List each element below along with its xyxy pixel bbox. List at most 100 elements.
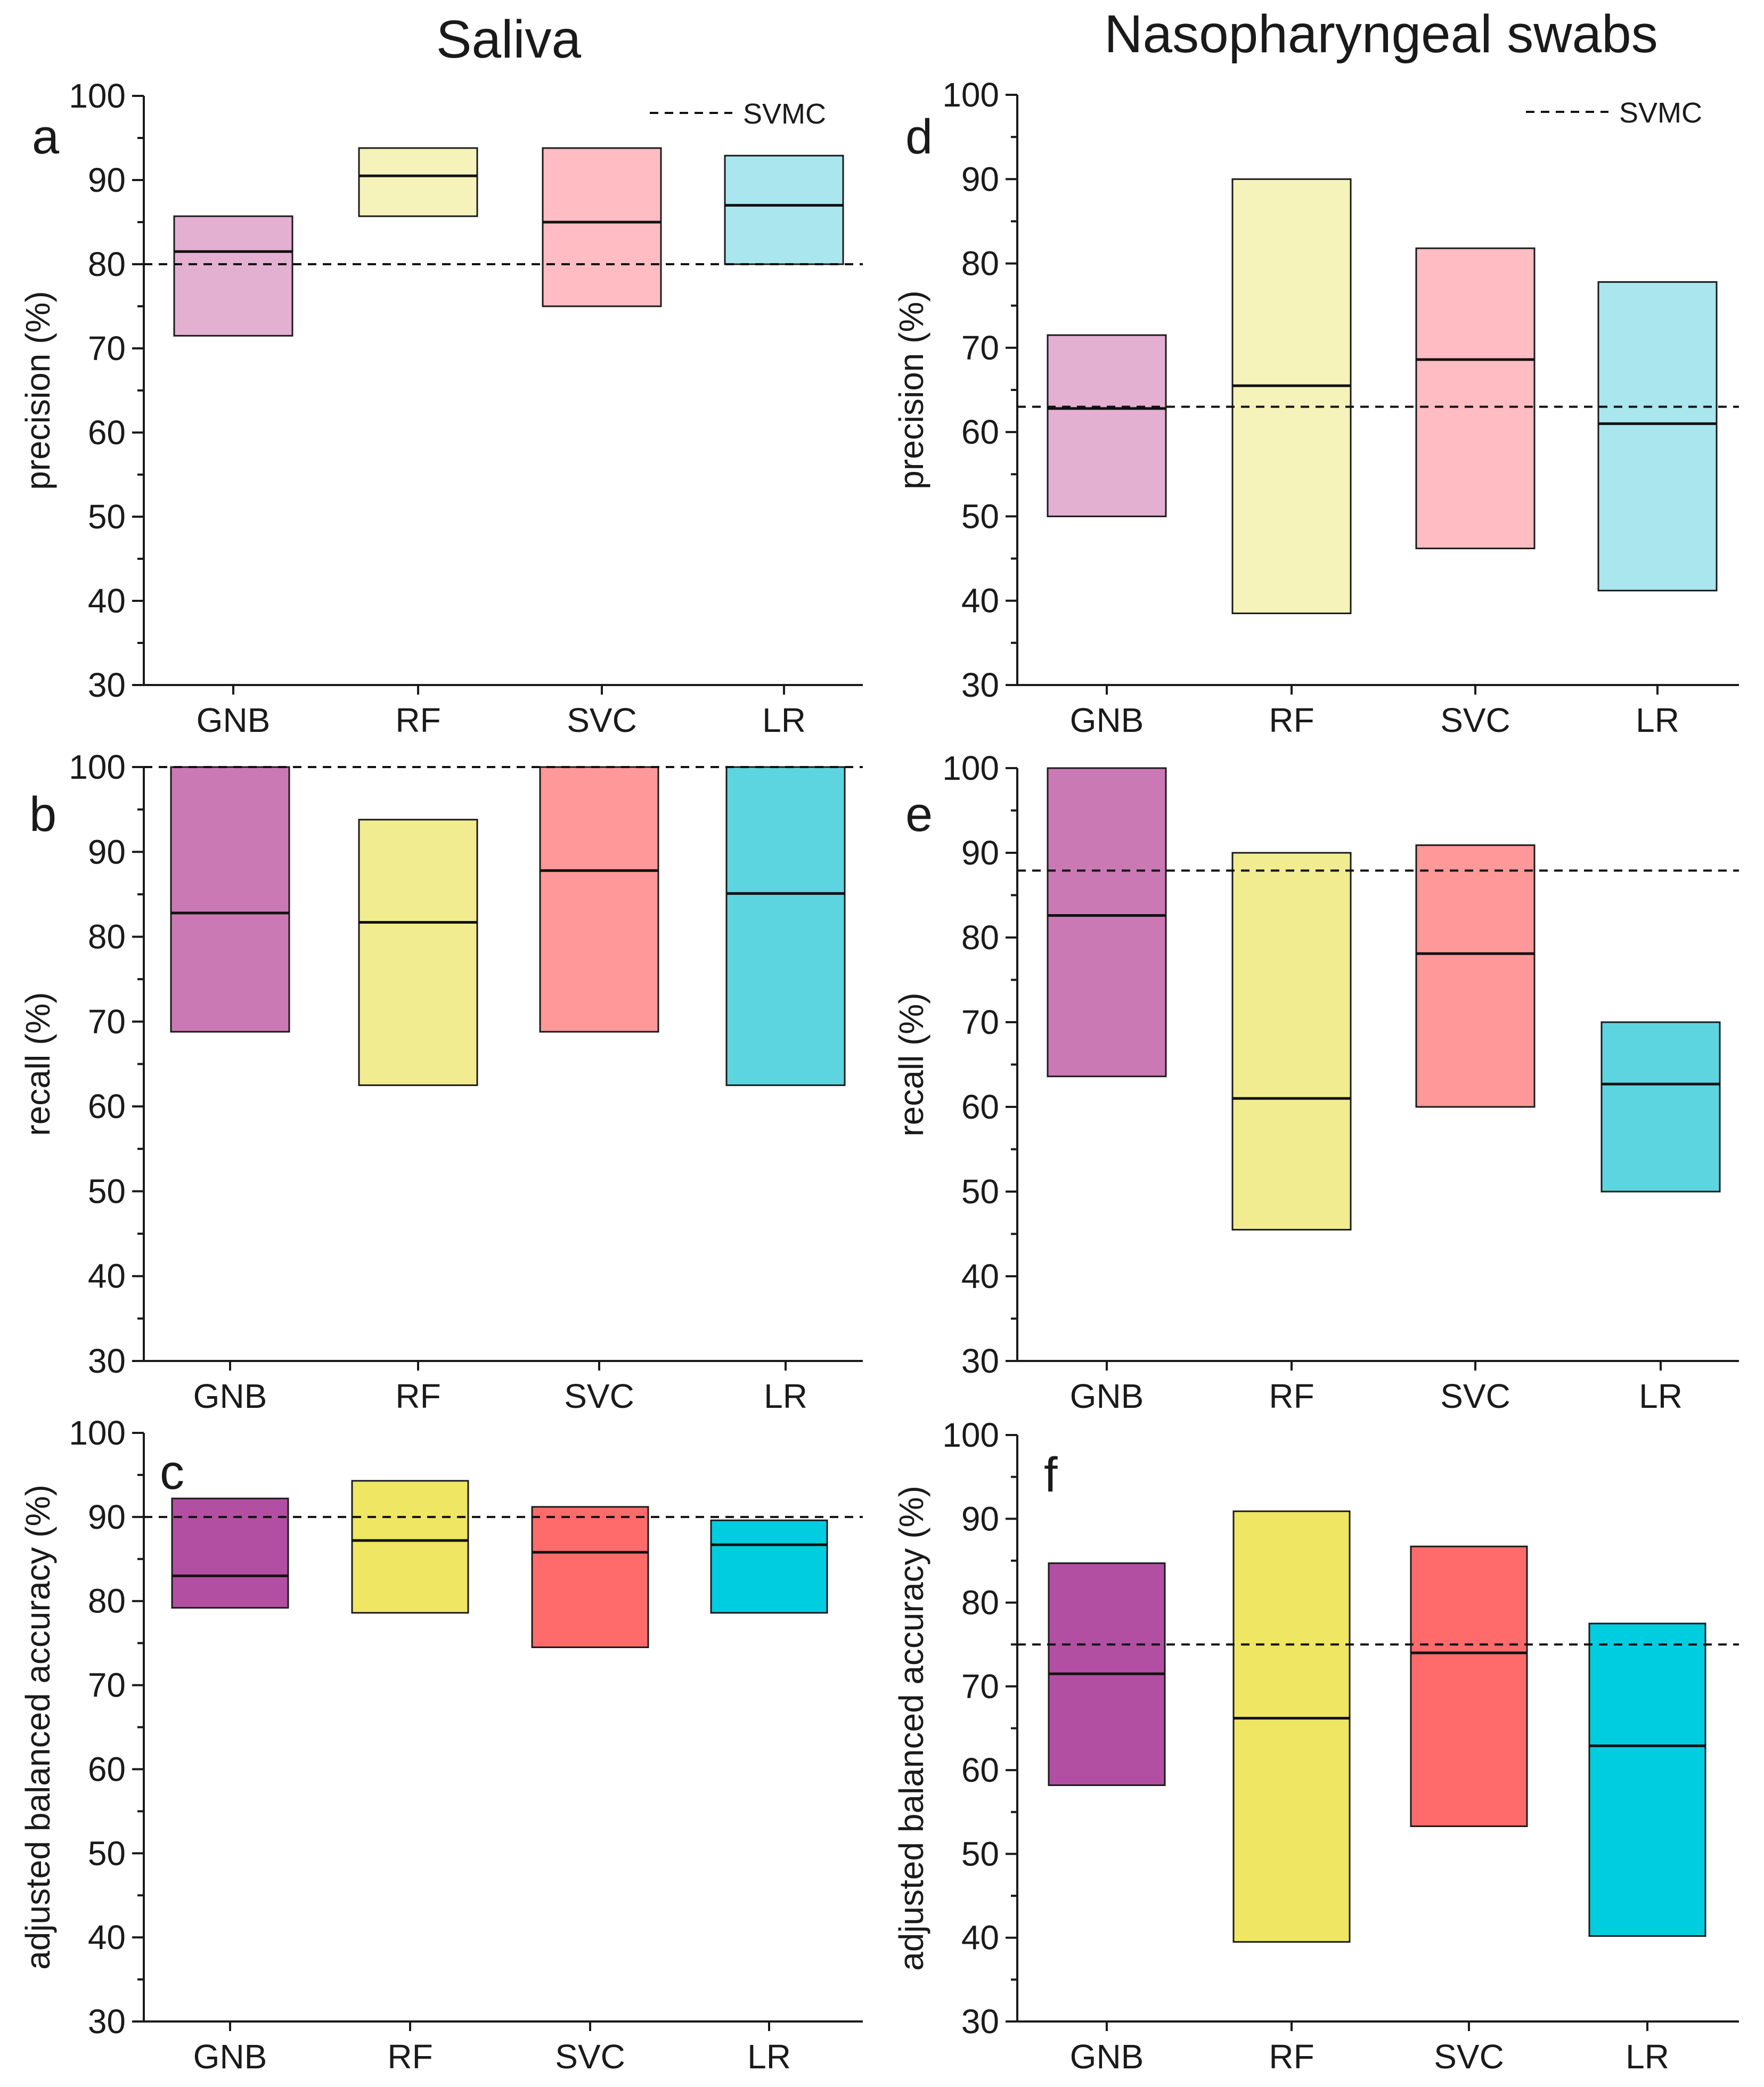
box-d-lr (1597, 281, 1718, 592)
y-tick-label-e: 60 (961, 1088, 999, 1126)
box-c-rf (351, 1480, 469, 1614)
y-tick-label-f: 80 (961, 1584, 999, 1622)
y-tick-label-a: 50 (88, 498, 126, 536)
box-e-lr (1600, 1021, 1721, 1193)
x-tick-label-c-lr: LR (747, 2037, 791, 2076)
x-tick-label-b-lr: LR (764, 1377, 807, 1415)
x-tick-label-d-rf: RF (1269, 701, 1314, 739)
column-title-saliva: Saliva (436, 10, 582, 69)
y-tick-label-d: 70 (961, 329, 999, 367)
y-tick-label-e: 80 (961, 918, 999, 957)
box-e-svc (1415, 844, 1536, 1108)
x-tick-label-d-lr: LR (1636, 701, 1679, 739)
y-tick-label-e: 70 (961, 1003, 999, 1041)
box-a-gnb (173, 215, 293, 337)
x-tick-label-f-gnb: GNB (1070, 2037, 1144, 2076)
y-tick-label-b: 30 (88, 1342, 126, 1380)
y-tick-label-d: 30 (961, 666, 999, 704)
x-tick-label-a-gnb: GNB (197, 701, 271, 739)
y-tick-label-e: 50 (961, 1172, 999, 1211)
x-tick-label-b-gnb: GNB (193, 1377, 267, 1415)
panel-d: d 30 40 50 60 70 80 90 100 precision (%) GNB RF SVC L… (892, 76, 1739, 739)
y-tick-label-a: 40 (88, 582, 126, 620)
panel-f: f 30 40 50 60 70 80 90 100 adjusted balanced accu… (892, 1416, 1739, 2076)
legend-label-a: SVMC (743, 98, 826, 130)
y-axis-label-b: recall (%) (19, 992, 57, 1136)
box-d-svc (1415, 247, 1536, 550)
box-c-svc (531, 1506, 649, 1649)
y-tick-label-d: 80 (961, 244, 999, 283)
y-tick-label-a: 90 (88, 161, 126, 199)
y-tick-label-c: 40 (88, 1918, 126, 1956)
x-tick-label-c-svc: SVC (555, 2037, 625, 2076)
y-tick-label-b: 60 (88, 1087, 126, 1126)
x-tick-label-f-svc: SVC (1434, 2037, 1504, 2076)
y-tick-label-a: 100 (69, 77, 126, 115)
y-tick-label-d: 100 (942, 76, 999, 114)
y-tick-label-c: 30 (88, 2002, 126, 2041)
y-tick-label-d: 60 (961, 413, 999, 451)
y-axis-label-f: adjusted balanced accuracy (%) (892, 1486, 930, 1971)
x-tick-label-f-rf: RF (1269, 2037, 1314, 2076)
y-tick-label-b: 70 (88, 1002, 126, 1041)
y-tick-label-b: 40 (88, 1257, 126, 1295)
box-e-gnb (1047, 767, 1167, 1078)
y-tick-label-c: 80 (88, 1582, 126, 1620)
x-tick-label-b-svc: SVC (564, 1377, 634, 1415)
y-tick-label-c: 90 (88, 1498, 126, 1536)
box-b-svc (539, 766, 659, 1033)
x-tick-label-c-rf: RF (387, 2037, 432, 2076)
box-f-rf (1232, 1510, 1351, 1943)
x-tick-label-a-rf: RF (395, 701, 440, 739)
box-a-svc (542, 147, 662, 307)
x-tick-label-e-gnb: GNB (1070, 1377, 1144, 1415)
y-tick-label-d: 40 (961, 582, 999, 620)
box-c-lr (710, 1519, 828, 1614)
x-tick-label-e-svc: SVC (1440, 1377, 1510, 1415)
y-tick-label-e: 40 (961, 1257, 999, 1295)
y-tick-label-c: 50 (88, 1834, 126, 1872)
panel-c: c 30 40 50 60 70 80 90 100 adjusted balanced accu… (19, 1414, 863, 2076)
y-tick-label-a: 80 (88, 245, 126, 283)
column-title-nasopharyngeal-swabs: Nasopharyngeal swabs (1104, 4, 1658, 64)
y-tick-label-f: 100 (942, 1416, 999, 1454)
y-axis-label-a: precision (%) (19, 291, 57, 490)
panel-e: e 30 40 50 60 70 80 90 100 recall (%) GNB RF SVC LR (892, 749, 1739, 1415)
box-a-rf (358, 147, 478, 217)
y-tick-label-b: 80 (88, 918, 126, 956)
y-tick-label-d: 50 (961, 497, 999, 535)
legend-label-d: SVMC (1619, 97, 1702, 129)
x-tick-label-e-lr: LR (1639, 1377, 1683, 1415)
panel-letter-d: d (905, 110, 933, 164)
box-f-svc (1410, 1545, 1528, 1828)
box-a-lr (724, 154, 844, 265)
y-tick-label-b: 50 (88, 1172, 126, 1210)
y-tick-label-e: 30 (961, 1342, 999, 1380)
panel-letter-f: f (1044, 1448, 1058, 1502)
y-tick-label-e: 100 (942, 749, 999, 787)
box-f-lr (1588, 1623, 1706, 1937)
box-b-lr (725, 766, 846, 1086)
y-tick-label-c: 70 (88, 1666, 126, 1705)
x-tick-label-e-rf: RF (1269, 1377, 1314, 1415)
y-tick-label-b: 100 (69, 748, 126, 786)
y-tick-label-c: 100 (69, 1414, 126, 1452)
panels-group: a 30 40 50 60 70 80 90 100 precision (%) GNB RF SVC L… (19, 76, 1739, 2076)
y-tick-label-f: 60 (961, 1751, 999, 1789)
panel-letter-a: a (32, 110, 60, 164)
y-tick-label-a: 60 (88, 413, 126, 452)
x-tick-label-f-lr: LR (1626, 2037, 1669, 2076)
box-d-rf (1231, 178, 1352, 614)
panel-letter-b: b (29, 787, 56, 842)
x-tick-label-d-svc: SVC (1440, 701, 1510, 739)
x-tick-label-c-gnb: GNB (193, 2037, 267, 2076)
y-tick-label-a: 70 (88, 329, 126, 368)
box-b-gnb (170, 766, 290, 1033)
y-axis-label-c: adjusted balanced accuracy (%) (19, 1485, 57, 1970)
y-axis-label-e: recall (%) (892, 992, 930, 1136)
panel-letter-c: c (160, 1445, 184, 1499)
box-c-gnb (171, 1497, 289, 1609)
y-tick-label-e: 90 (961, 834, 999, 872)
panel-letter-e: e (905, 787, 933, 842)
